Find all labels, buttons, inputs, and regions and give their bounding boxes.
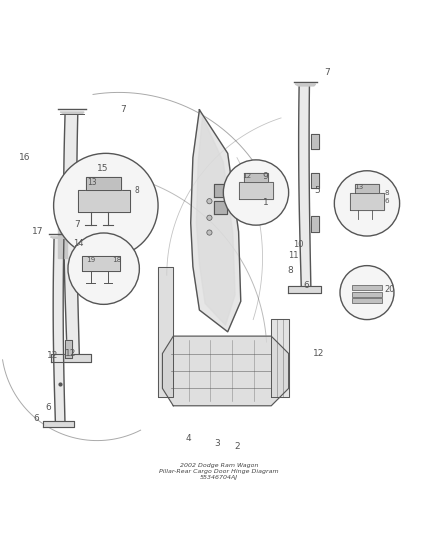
Text: 2002 Dodge Ram Wagon
Pillar-Rear Cargo Door Hinge Diagram
55346704AJ: 2002 Dodge Ram Wagon Pillar-Rear Cargo D… <box>159 463 279 480</box>
Text: 20: 20 <box>385 285 395 294</box>
Polygon shape <box>191 110 241 332</box>
Text: 8: 8 <box>134 187 139 196</box>
Text: 9: 9 <box>262 173 268 181</box>
Polygon shape <box>295 84 316 86</box>
Polygon shape <box>299 86 311 286</box>
Polygon shape <box>239 182 273 199</box>
Text: 10: 10 <box>293 240 304 249</box>
Polygon shape <box>162 336 289 406</box>
Text: 13: 13 <box>87 177 97 187</box>
Polygon shape <box>214 201 227 214</box>
Polygon shape <box>64 114 79 353</box>
Text: 3: 3 <box>215 439 220 448</box>
Text: 12: 12 <box>242 173 251 179</box>
Polygon shape <box>311 134 319 149</box>
Text: 13: 13 <box>354 184 363 190</box>
Text: 1: 1 <box>262 198 268 207</box>
Polygon shape <box>311 216 319 232</box>
Text: 6: 6 <box>34 414 39 423</box>
Text: 18: 18 <box>113 257 122 263</box>
Polygon shape <box>43 421 74 427</box>
Polygon shape <box>158 266 173 397</box>
Text: 12: 12 <box>314 349 325 358</box>
Text: 12: 12 <box>64 349 76 358</box>
Polygon shape <box>288 286 321 293</box>
Text: 5: 5 <box>314 185 320 195</box>
Text: 8: 8 <box>288 266 293 275</box>
Polygon shape <box>86 177 121 190</box>
Text: 7: 7 <box>324 68 330 77</box>
Polygon shape <box>196 116 235 325</box>
Polygon shape <box>82 256 120 271</box>
Text: 2: 2 <box>234 442 240 451</box>
Circle shape <box>53 154 158 258</box>
Text: 19: 19 <box>86 257 95 263</box>
Text: 15: 15 <box>97 164 109 173</box>
Polygon shape <box>214 184 227 197</box>
Polygon shape <box>60 112 84 114</box>
Circle shape <box>340 265 394 320</box>
Polygon shape <box>78 190 130 212</box>
Text: 17: 17 <box>32 227 43 236</box>
Text: 6: 6 <box>304 281 310 290</box>
Text: 12: 12 <box>47 351 58 360</box>
Polygon shape <box>65 341 72 358</box>
FancyBboxPatch shape <box>352 292 382 297</box>
Polygon shape <box>53 238 65 421</box>
Text: 7: 7 <box>74 220 80 229</box>
Polygon shape <box>311 173 319 188</box>
Text: 6: 6 <box>385 198 389 204</box>
Circle shape <box>207 230 212 235</box>
Polygon shape <box>271 319 289 397</box>
Polygon shape <box>58 214 67 258</box>
Text: 16: 16 <box>19 153 30 162</box>
FancyBboxPatch shape <box>352 285 382 290</box>
Polygon shape <box>244 173 268 182</box>
Text: 6: 6 <box>45 403 51 412</box>
Circle shape <box>334 171 399 236</box>
Polygon shape <box>50 237 69 238</box>
Text: 7: 7 <box>120 105 126 114</box>
Text: 4: 4 <box>186 434 191 443</box>
Text: 8: 8 <box>385 190 389 196</box>
FancyBboxPatch shape <box>352 298 382 303</box>
Polygon shape <box>51 353 91 362</box>
Polygon shape <box>350 192 384 210</box>
Polygon shape <box>355 184 379 192</box>
Circle shape <box>207 199 212 204</box>
Text: 11: 11 <box>288 251 298 260</box>
Circle shape <box>68 233 139 304</box>
Circle shape <box>207 215 212 220</box>
Circle shape <box>223 160 289 225</box>
Text: 14: 14 <box>73 239 83 248</box>
